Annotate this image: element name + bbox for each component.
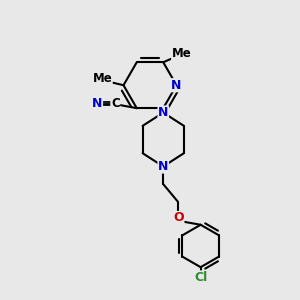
Text: O: O: [173, 212, 184, 224]
Text: N: N: [158, 160, 168, 173]
Text: N: N: [92, 97, 103, 110]
Text: N: N: [158, 106, 168, 119]
Text: C: C: [111, 97, 120, 110]
Text: Me: Me: [92, 72, 112, 85]
Text: N: N: [171, 79, 182, 92]
Text: Cl: Cl: [194, 271, 207, 284]
Text: Me: Me: [172, 47, 191, 60]
